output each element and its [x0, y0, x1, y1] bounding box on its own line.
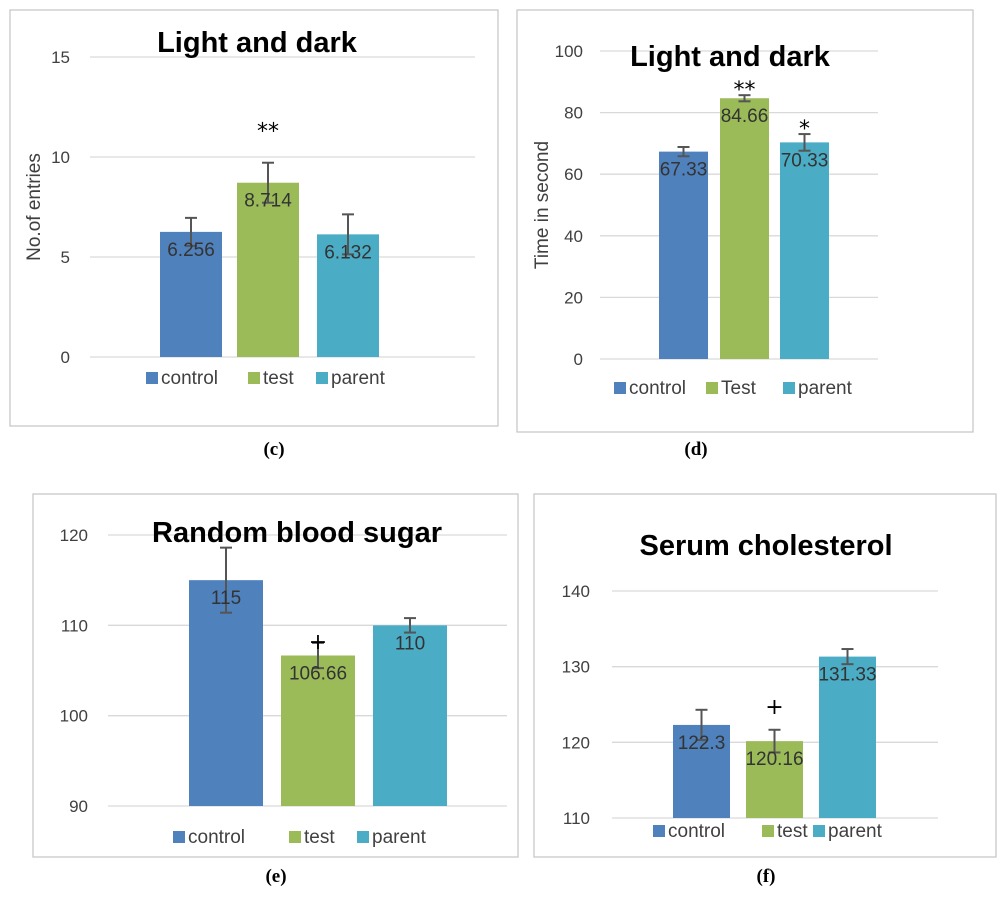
y-tick-label: 140 [562, 582, 590, 601]
legend-label: parent [798, 378, 853, 399]
legend-swatch [248, 372, 260, 384]
panel-caption: (c) [263, 439, 284, 460]
y-tick-label: 120 [60, 526, 88, 545]
legend-swatch [289, 831, 301, 843]
legend-label: control [668, 821, 725, 842]
y-tick-label: 40 [564, 227, 583, 246]
bar-parent [819, 656, 876, 818]
legend-swatch [762, 825, 774, 837]
y-tick-label: 90 [69, 797, 88, 816]
data-label: 6.132 [324, 242, 372, 263]
panel-caption: (e) [265, 866, 286, 887]
legend-label: parent [828, 821, 883, 842]
legend-label: test [777, 821, 808, 842]
data-label: 70.33 [781, 150, 829, 171]
data-label: 110 [395, 633, 425, 654]
y-tick-label: 80 [564, 104, 583, 123]
legend-label: test [304, 827, 335, 848]
legend-swatch [316, 372, 328, 384]
chart-panel-1: 0 20 40 60 80 100 Time in second 67.33 84.66 ** 70… [516, 9, 974, 460]
data-label: 131.33 [818, 665, 876, 686]
legend-label: parent [331, 368, 386, 389]
y-tick-label: 60 [564, 165, 583, 184]
legend-label: control [161, 368, 218, 389]
legend-swatch [813, 825, 825, 837]
data-label: 8.714 [244, 191, 292, 212]
bar-control [659, 151, 708, 359]
legend-swatch [357, 831, 369, 843]
significance-mark: * [799, 117, 810, 142]
bar-test [281, 655, 355, 806]
y-axis-label: No.of entries [24, 153, 45, 261]
chart-panel-0: 0 5 10 15 No.of entries 6.256 8.714 ** 6.132 cont… [9, 9, 499, 460]
y-tick-label: 120 [562, 733, 590, 752]
y-tick-label: 0 [574, 350, 583, 369]
legend-label: Test [721, 378, 757, 399]
bar-parent [780, 142, 829, 359]
y-tick-label: 20 [564, 288, 583, 307]
y-tick-label: 15 [51, 48, 70, 67]
significance-mark: ** [734, 78, 756, 103]
legend-swatch [706, 382, 718, 394]
data-label: 84.66 [721, 106, 769, 127]
bar-test [237, 182, 299, 357]
y-tick-label: 100 [60, 707, 88, 726]
legend-swatch [146, 372, 158, 384]
y-tick-label: 110 [563, 809, 590, 828]
significance-mark: ** [257, 120, 279, 145]
data-label: 115 [211, 588, 241, 609]
data-label: 122.3 [678, 733, 726, 754]
panel-caption: (d) [684, 439, 707, 460]
legend-swatch [653, 825, 665, 837]
legend-label: test [263, 368, 294, 389]
legend-label: control [629, 378, 686, 399]
bar-parent [373, 625, 447, 806]
chart-title: Random blood sugar [152, 517, 442, 549]
y-axis-label: Time in second [532, 141, 553, 269]
legend-swatch [173, 831, 185, 843]
significance-mark: + [309, 630, 327, 655]
bar-control [189, 580, 263, 806]
chart-title: Light and dark [157, 27, 358, 59]
significance-mark: + [765, 695, 783, 720]
data-label: 67.33 [660, 160, 708, 181]
data-label: 6.256 [167, 240, 215, 261]
y-tick-label: 110 [61, 616, 88, 635]
data-label: 120.16 [745, 749, 803, 770]
data-label: 106.66 [289, 664, 347, 685]
legend-label: parent [372, 827, 427, 848]
y-tick-label: 5 [61, 248, 70, 267]
legend-label: control [188, 827, 245, 848]
bar-test [720, 98, 769, 360]
chart-panel-2: 90 100 110 120 115 106.66 + 110 control test paren… [32, 493, 519, 887]
legend-swatch [614, 382, 626, 394]
bar-test [746, 741, 803, 818]
y-tick-label: 0 [61, 348, 70, 367]
chart-title: Serum cholesterol [639, 530, 892, 562]
panel-caption: (f) [757, 866, 776, 887]
legend-swatch [783, 382, 795, 394]
y-tick-label: 10 [51, 148, 70, 167]
chart-panel-3: 110 120 130 140 122.3 120.16 +131.33 control tes… [533, 493, 997, 887]
chart-title: Light and dark [630, 41, 831, 73]
y-tick-label: 130 [562, 658, 590, 677]
y-tick-label: 100 [555, 42, 583, 61]
bar-control [160, 231, 222, 357]
